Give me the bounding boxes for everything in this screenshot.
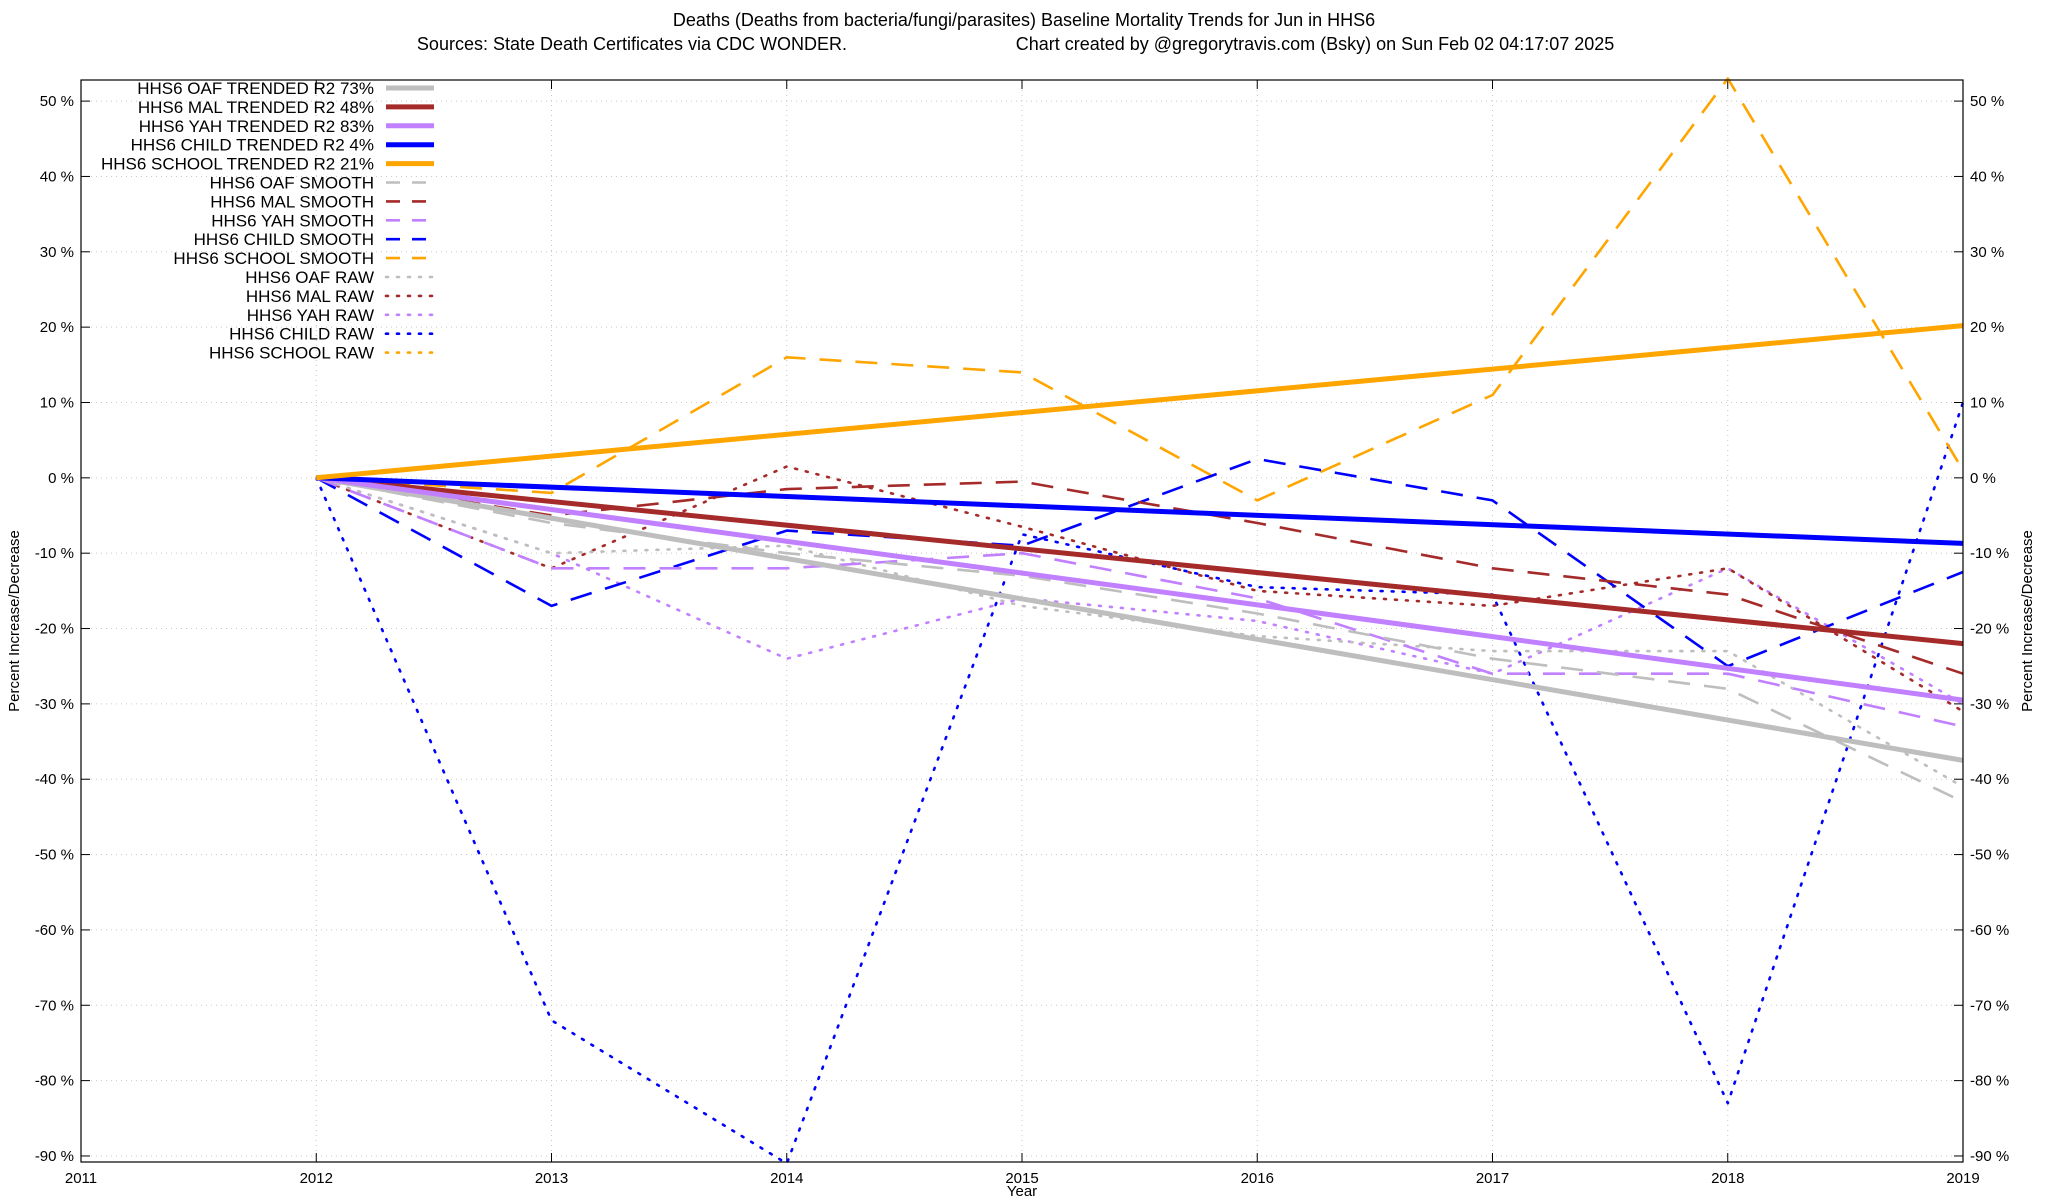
y-tick-label-right: -30 % [1970, 696, 2009, 713]
legend-label: HHS6 MAL TRENDED R2 48% [138, 98, 374, 117]
y-tick-label-right: -60 % [1970, 922, 2009, 939]
series-line [316, 77, 1965, 502]
series-line [315, 475, 1964, 763]
x-tick-label: 2014 [770, 1170, 803, 1187]
legend-label: HHS6 OAF TRENDED R2 73% [137, 79, 374, 98]
x-tick-label: 2015 [1005, 1170, 1038, 1187]
y-tick-label-right: -90 % [1970, 1148, 2009, 1165]
series-line [316, 476, 1964, 675]
series-line [314, 465, 1965, 713]
legend-label: HHS6 MAL SMOOTH [210, 192, 374, 211]
y-tick-label-left: 10 % [40, 394, 74, 411]
y-tick-label-right: -20 % [1970, 621, 2009, 638]
plot-border [80, 79, 1964, 1163]
legend-label: HHS6 OAF SMOOTH [210, 174, 374, 193]
legend: HHS6 OAF TRENDED R2 73%HHS6 MAL TRENDED … [101, 79, 436, 363]
y-tick-label-left: 50 % [40, 93, 74, 110]
y-tick-label-right: -40 % [1970, 771, 2009, 788]
y-tick-label-left: -40 % [35, 771, 74, 788]
legend-label: HHS6 OAF RAW [245, 268, 374, 287]
series-line [314, 476, 1965, 706]
series-line [315, 476, 1964, 728]
legend-label: HHS6 CHILD RAW [229, 325, 374, 344]
legend-label: HHS6 MAL RAW [246, 287, 374, 306]
y-tick-label-right: 40 % [1970, 168, 2004, 185]
legend-label: HHS6 SCHOOL SMOOTH [173, 249, 374, 268]
chart-title-credit: Chart created by @gregorytravis.com (Bsk… [1016, 34, 1615, 54]
series-line [314, 401, 1965, 1165]
y-tick-label-left: 30 % [40, 244, 74, 261]
y-tick-label-left: -60 % [35, 922, 74, 939]
x-tick-label: 2013 [535, 1170, 568, 1187]
y-tick-label-right: -80 % [1970, 1073, 2009, 1090]
legend-label: HHS6 CHILD TRENDED R2 4% [131, 136, 374, 155]
y-tick-label-right: -10 % [1970, 545, 2009, 562]
y-tick-label-left: -90 % [35, 1148, 74, 1165]
y-axis-label-left: Percent Increase/Decrease [6, 530, 23, 712]
legend-label: HHS6 SCHOOL TRENDED R2 21% [101, 155, 374, 174]
y-tick-label-left: 0 % [48, 470, 74, 487]
chart-title-sources: Sources: State Death Certificates via CD… [417, 34, 847, 54]
legend-label: HHS6 SCHOOL RAW [209, 344, 374, 363]
legend-label: HHS6 YAH TRENDED R2 83% [139, 117, 374, 136]
y-tick-label-right: 10 % [1970, 394, 2004, 411]
y-tick-label-right: 50 % [1970, 93, 2004, 110]
x-tick-label: 2017 [1476, 1170, 1509, 1187]
x-tick-label: 2018 [1711, 1170, 1744, 1187]
x-tick-label: 2012 [300, 1170, 333, 1187]
y-tick-label-left: -30 % [35, 696, 74, 713]
legend-label: HHS6 CHILD SMOOTH [194, 230, 374, 249]
y-tick-label-right: 30 % [1970, 244, 2004, 261]
y-tick-label-right: -70 % [1970, 997, 2009, 1014]
x-axis-label: Year [1007, 1183, 1037, 1200]
chart-title-line1: Deaths (Deaths from bacteria/fungi/paras… [673, 10, 1375, 30]
legend-label: HHS6 YAH SMOOTH [211, 211, 374, 230]
y-tick-label-left: -70 % [35, 997, 74, 1014]
x-tick-label: 2016 [1241, 1170, 1274, 1187]
y-tick-label-left: -50 % [35, 847, 74, 864]
x-tick-label: 2011 [65, 1170, 97, 1187]
series-line [314, 476, 1965, 789]
y-tick-label-left: -80 % [35, 1073, 74, 1090]
y-tick-label-left: -20 % [35, 621, 74, 638]
series-line [316, 476, 1964, 803]
y-tick-label-right: -50 % [1970, 847, 2009, 864]
legend-label: HHS6 YAH RAW [247, 306, 374, 325]
y-tick-label-left: 40 % [40, 168, 74, 185]
y-tick-label-left: -10 % [35, 545, 74, 562]
y-tick-label-left: 20 % [40, 319, 74, 336]
y-tick-label-right: 20 % [1970, 319, 2004, 336]
series-line [316, 323, 1964, 481]
axis-ticks: 50 % 50 % 40 % 40 % 30 % 30 % 20 % 20 % 10 % 10 %… [35, 80, 2009, 1187]
series-line [315, 475, 1964, 703]
x-tick-label: 2019 [1946, 1170, 1979, 1187]
y-axis-label-right: Percent Increase/Decrease [2019, 530, 2036, 712]
series-line [316, 475, 1964, 546]
series-line [316, 475, 1964, 647]
series-lines [314, 77, 1965, 1165]
y-tick-label-right: 0 % [1970, 470, 1996, 487]
